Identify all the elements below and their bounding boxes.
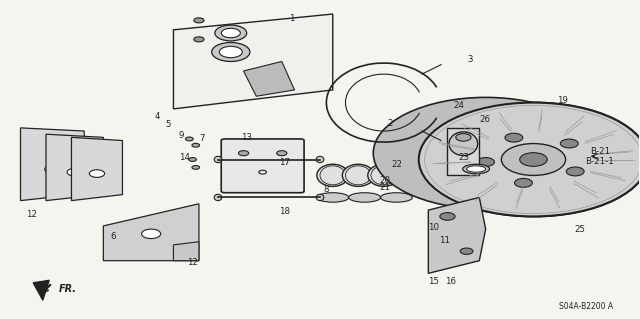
Text: 13: 13 — [241, 133, 252, 142]
Polygon shape — [20, 128, 84, 201]
Polygon shape — [244, 62, 294, 96]
Circle shape — [192, 143, 200, 147]
Text: 15: 15 — [428, 277, 439, 286]
Text: 18: 18 — [279, 207, 290, 216]
Circle shape — [515, 178, 532, 187]
Circle shape — [419, 103, 640, 216]
Ellipse shape — [467, 166, 486, 172]
Circle shape — [454, 137, 518, 169]
Text: FR.: FR. — [59, 284, 77, 294]
FancyBboxPatch shape — [221, 139, 304, 193]
Polygon shape — [33, 280, 49, 300]
Text: 24: 24 — [453, 101, 465, 110]
Circle shape — [90, 170, 104, 177]
Circle shape — [67, 168, 83, 176]
Circle shape — [276, 151, 287, 156]
Ellipse shape — [317, 164, 349, 186]
Text: 3: 3 — [467, 56, 472, 64]
Text: 2: 2 — [387, 119, 393, 128]
Circle shape — [505, 133, 523, 142]
Circle shape — [516, 151, 550, 168]
Text: 8: 8 — [324, 185, 329, 194]
Ellipse shape — [214, 194, 222, 201]
Circle shape — [192, 166, 200, 169]
Text: 12: 12 — [187, 258, 198, 267]
Text: 21: 21 — [380, 183, 390, 192]
Ellipse shape — [342, 164, 374, 186]
Polygon shape — [46, 134, 103, 201]
Text: 19: 19 — [557, 97, 568, 106]
Text: 17: 17 — [279, 158, 290, 167]
Polygon shape — [173, 242, 199, 261]
Polygon shape — [103, 204, 199, 261]
Circle shape — [189, 158, 196, 161]
Text: 5: 5 — [166, 120, 171, 129]
Ellipse shape — [214, 156, 222, 163]
Ellipse shape — [316, 156, 324, 163]
Polygon shape — [428, 197, 486, 273]
Circle shape — [429, 152, 446, 160]
Text: 22: 22 — [391, 160, 402, 169]
Circle shape — [460, 248, 473, 254]
Circle shape — [239, 151, 248, 156]
Circle shape — [194, 18, 204, 23]
Circle shape — [501, 144, 566, 175]
Polygon shape — [173, 14, 333, 109]
Text: B-21: B-21 — [590, 147, 611, 156]
Text: 11: 11 — [439, 236, 450, 245]
Circle shape — [520, 153, 547, 166]
Circle shape — [566, 167, 584, 176]
Circle shape — [504, 133, 524, 142]
Circle shape — [440, 213, 455, 220]
Circle shape — [513, 133, 530, 141]
Circle shape — [194, 37, 204, 42]
Text: 9: 9 — [179, 131, 184, 140]
Circle shape — [141, 229, 161, 239]
Bar — [447, 128, 479, 175]
Text: 1: 1 — [289, 14, 294, 23]
Circle shape — [212, 42, 250, 62]
Text: 12: 12 — [26, 210, 38, 219]
Circle shape — [566, 167, 585, 176]
Ellipse shape — [317, 193, 349, 202]
Circle shape — [458, 127, 474, 136]
Text: 25: 25 — [575, 225, 586, 234]
Text: 26: 26 — [479, 115, 490, 124]
Ellipse shape — [349, 193, 381, 202]
Text: 14: 14 — [179, 153, 190, 162]
Circle shape — [220, 46, 243, 58]
Polygon shape — [72, 137, 122, 201]
Circle shape — [373, 97, 598, 209]
Ellipse shape — [463, 164, 490, 174]
Circle shape — [501, 144, 566, 175]
Text: 7: 7 — [200, 134, 205, 144]
Circle shape — [45, 166, 60, 173]
Text: 23: 23 — [458, 153, 469, 162]
Ellipse shape — [449, 132, 477, 156]
Circle shape — [419, 103, 640, 216]
Ellipse shape — [316, 194, 324, 201]
Circle shape — [561, 139, 578, 148]
Circle shape — [221, 28, 241, 38]
Circle shape — [467, 173, 484, 181]
Circle shape — [519, 161, 536, 169]
Circle shape — [186, 137, 193, 141]
Ellipse shape — [368, 164, 399, 186]
Circle shape — [476, 157, 495, 167]
Ellipse shape — [381, 193, 412, 202]
Text: 10: 10 — [428, 223, 439, 232]
Circle shape — [560, 139, 579, 148]
Circle shape — [514, 178, 533, 188]
Circle shape — [477, 158, 495, 167]
Circle shape — [456, 134, 471, 141]
Text: 20: 20 — [380, 175, 390, 185]
FancyArrowPatch shape — [44, 285, 51, 292]
Circle shape — [215, 25, 246, 41]
Text: 4: 4 — [155, 112, 160, 121]
Text: 6: 6 — [110, 233, 116, 241]
Text: B-21-1: B-21-1 — [585, 157, 614, 166]
Text: 16: 16 — [445, 277, 456, 286]
Text: S04A-B2200 A: S04A-B2200 A — [559, 302, 613, 311]
